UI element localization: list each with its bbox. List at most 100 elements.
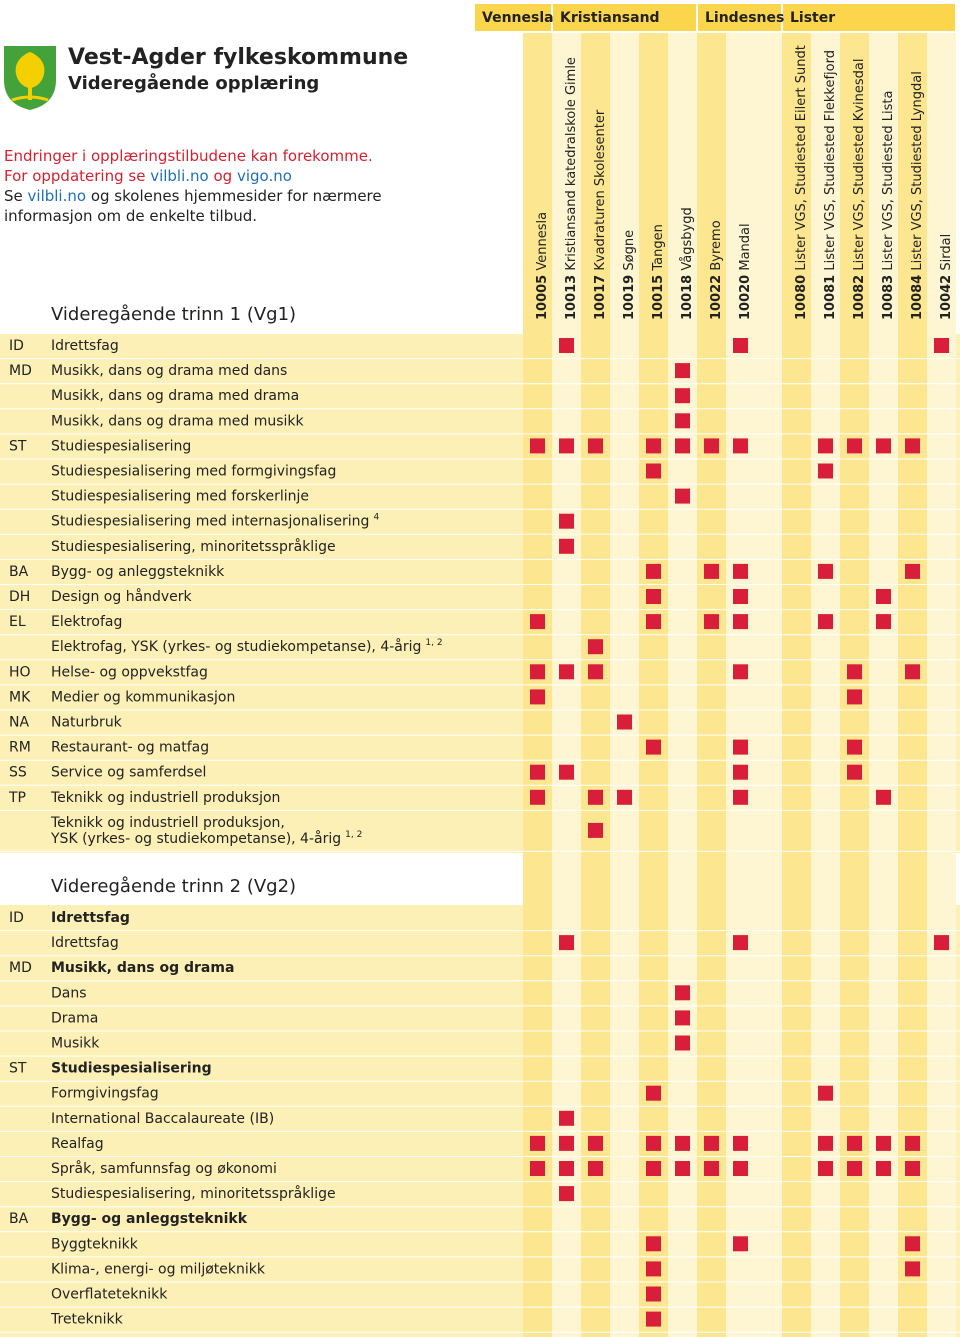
group-header-bg bbox=[698, 4, 781, 31]
row-label: Helse- og oppvekstfag bbox=[51, 664, 208, 680]
offer-mark bbox=[530, 764, 545, 780]
row-label-text: International Baccalaureate (IB) bbox=[51, 1111, 274, 1127]
offer-mark bbox=[559, 1110, 574, 1126]
row-label-text: Studiespesialisering, minoritetsspråklig… bbox=[51, 538, 336, 555]
offer-mark bbox=[646, 438, 661, 454]
offer-mark bbox=[876, 789, 891, 805]
offer-mark bbox=[876, 589, 891, 604]
offer-mark bbox=[530, 1161, 545, 1176]
school-name: Kristiansand katedralskole Gimle bbox=[564, 57, 579, 271]
school-code: 10013 bbox=[564, 275, 579, 320]
offer-mark bbox=[905, 664, 920, 680]
offer-mark bbox=[818, 614, 833, 630]
offer-mark bbox=[646, 1161, 661, 1176]
offer-mark bbox=[876, 614, 891, 630]
row-label-text: Design og håndverk bbox=[51, 588, 193, 605]
offer-mark bbox=[559, 1135, 574, 1151]
offer-mark bbox=[559, 513, 574, 529]
school-name: Lister VGS, Studiested Flekkefjord bbox=[823, 50, 838, 271]
row-code: ST bbox=[9, 438, 27, 454]
row-code: HO bbox=[9, 664, 31, 680]
offer-mark bbox=[530, 614, 545, 630]
school-label: 10018 Vågsbygd bbox=[680, 207, 695, 320]
notice-text: vilbli.no bbox=[28, 187, 87, 205]
school-label: 10082 Lister VGS, Studiested Kvinesdal bbox=[852, 59, 867, 320]
row-note: 4 bbox=[373, 512, 379, 522]
offer-mark bbox=[818, 563, 833, 579]
row-label: Musikk, dans og drama med musikk bbox=[51, 413, 305, 429]
offer-mark bbox=[646, 1311, 661, 1327]
notice-text: og bbox=[209, 167, 237, 185]
offer-mark bbox=[675, 1135, 690, 1151]
notice-text: informasjon om de enkelte tilbud. bbox=[4, 207, 257, 225]
offer-mark bbox=[675, 363, 690, 379]
offer-mark bbox=[818, 463, 833, 479]
school-code: 10005 bbox=[535, 275, 550, 320]
row-label: Medier og kommunikasjon bbox=[51, 689, 235, 705]
offer-mark bbox=[847, 1135, 862, 1151]
row-label-text: Treteknikk bbox=[50, 1312, 124, 1328]
offer-mark bbox=[934, 338, 949, 353]
row-code: ID bbox=[9, 910, 24, 926]
offer-mark bbox=[733, 1135, 748, 1151]
row-label-text: Musikk, dans og drama med dans bbox=[51, 363, 287, 379]
row-label: Studiespesialisering med formgivingsfag bbox=[51, 464, 336, 480]
offer-mark bbox=[588, 1135, 603, 1151]
offer-mark bbox=[646, 589, 661, 604]
school-name: Vennesla bbox=[535, 212, 550, 271]
row-label-text: Studiespesialisering, minoritetsspråklig… bbox=[51, 1185, 336, 1202]
school-label: 10017 Kvadraturen Skolesenter bbox=[593, 109, 608, 320]
offer-mark bbox=[876, 1135, 891, 1151]
row-label-text: Medier og kommunikasjon bbox=[51, 689, 235, 705]
offer-mark bbox=[646, 1261, 661, 1277]
offer-mark bbox=[733, 764, 748, 780]
offer-mark bbox=[530, 438, 545, 454]
row-label: Musikk bbox=[51, 1036, 100, 1052]
offer-mark bbox=[559, 338, 574, 353]
offer-mark bbox=[733, 664, 748, 680]
offer-mark bbox=[847, 664, 862, 680]
school-name: Kvadraturen Skolesenter bbox=[593, 109, 608, 270]
offer-mark bbox=[704, 438, 719, 454]
notice-text: vilbli.no bbox=[150, 167, 209, 185]
row-code: DH bbox=[9, 589, 30, 605]
offer-mark bbox=[588, 822, 603, 838]
row-label-text: YSK (yrkes- og studiekompetanse), 4-årig bbox=[50, 830, 341, 847]
offer-mark bbox=[818, 1085, 833, 1101]
row-label: Bygg- og anleggsteknikk bbox=[51, 564, 225, 580]
row-label: Idrettsfag bbox=[51, 338, 119, 354]
school-label: 10022 Byremo bbox=[709, 220, 724, 320]
notice-line: Se vilbli.no og skolenes hjemmesider for… bbox=[4, 187, 382, 205]
offer-mark bbox=[588, 789, 603, 805]
offer-mark bbox=[847, 689, 862, 705]
offer-mark bbox=[733, 1236, 748, 1252]
row-label-text: Naturbruk bbox=[51, 715, 123, 731]
school-name: Sirdal bbox=[939, 234, 954, 271]
row-label-text: Musikk, dans og drama med musikk bbox=[51, 413, 305, 429]
row-label: Elektrofag, YSK (yrkes- og studiekompeta… bbox=[51, 638, 443, 656]
notice-line: Endringer i opplæringstilbudene kan fore… bbox=[4, 147, 373, 165]
row-code: RM bbox=[9, 740, 31, 756]
notice-line: informasjon om de enkelte tilbud. bbox=[4, 207, 257, 225]
group-header-bg bbox=[475, 4, 551, 31]
row-label: Drama bbox=[51, 1010, 98, 1026]
offer-mark bbox=[675, 985, 690, 1001]
offer-mark bbox=[646, 1085, 661, 1101]
offer-mark bbox=[675, 1035, 690, 1051]
offer-mark bbox=[733, 589, 748, 604]
offer-mark bbox=[905, 1261, 920, 1277]
notice-text: Se bbox=[4, 187, 28, 205]
group-header: Lister bbox=[790, 10, 835, 26]
offer-mark bbox=[588, 1161, 603, 1176]
offer-mark bbox=[733, 789, 748, 805]
school-name: Søgne bbox=[622, 230, 637, 271]
offer-mark bbox=[530, 689, 545, 705]
school-code: 10018 bbox=[680, 275, 695, 320]
row-label-text: Drama bbox=[51, 1010, 98, 1026]
offer-mark bbox=[704, 614, 719, 630]
row-code: MK bbox=[9, 689, 31, 705]
offer-mark bbox=[733, 338, 748, 353]
school-code: 10080 bbox=[794, 275, 809, 320]
notice-text: Endringer i opplæringstilbudene kan fore… bbox=[4, 147, 373, 165]
